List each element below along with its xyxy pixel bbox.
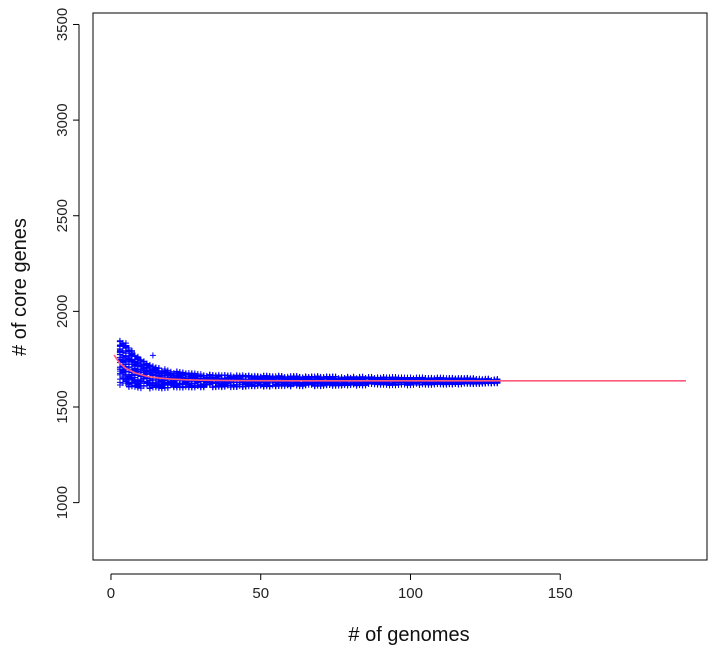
data-point [131,365,138,372]
fit-curve-layer [113,354,686,382]
x-axis-title: # of genomes [348,624,469,646]
data-point [128,383,135,390]
data-point [122,343,129,350]
y-tick-label: 1000 [54,486,71,519]
data-point [257,382,264,389]
y-tick-label: 2000 [54,295,71,328]
x-tick-label: 50 [252,585,269,602]
data-point [155,365,162,372]
data-point [137,378,144,385]
x-tick-label: 100 [398,585,423,602]
y-tick-label: 3500 [54,8,71,41]
y-tick-label: 1500 [54,390,71,423]
y-axis: 1000 1500 2000 2500 3000 3500 [54,8,80,519]
fit-curve [113,354,686,382]
data-point [125,345,132,352]
y-tick-label: 2500 [54,199,71,232]
plot-frame [92,12,708,561]
x-tick-label: 0 [107,585,115,602]
x-axis: 0 50 100 150 [107,573,573,602]
data-point [140,364,147,371]
data-point [164,384,171,391]
scatter-points [116,337,501,392]
data-point [149,352,156,359]
data-point [266,383,273,390]
y-tick-label: 3000 [54,103,71,136]
y-axis-title: # of core genes [9,218,31,356]
x-tick-label: 150 [548,585,573,602]
